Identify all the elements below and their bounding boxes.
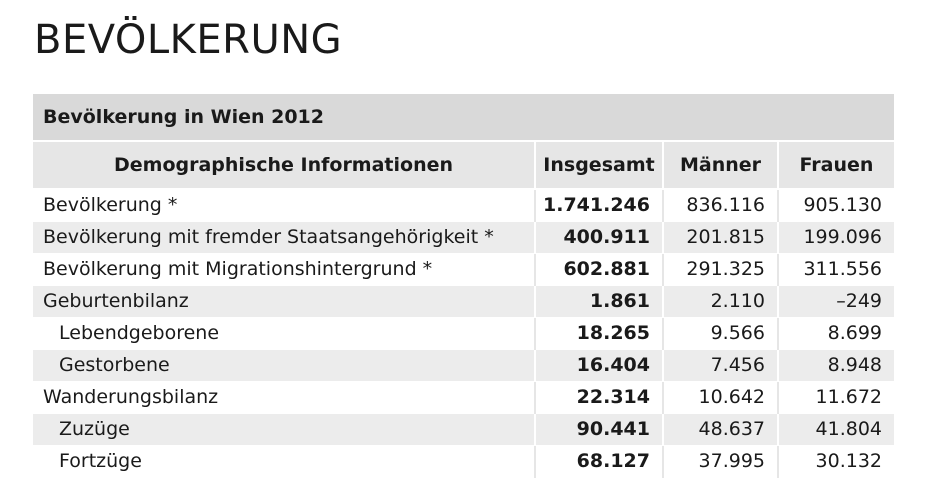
cell-men: 201.815	[663, 221, 779, 254]
row-label: Bevölkerung mit fremder Staatsangehörigk…	[33, 221, 536, 254]
cell-total: 602.881	[535, 253, 664, 286]
table-row: Zuzüge 90.441 48.637 41.804	[33, 413, 895, 446]
cell-women: 30.132	[778, 445, 895, 478]
cell-women: 905.130	[778, 189, 895, 222]
cell-total: 1.861	[535, 285, 664, 318]
table-row: Geburtenbilanz 1.861 2.110 –249	[33, 285, 895, 318]
cell-total: 16.404	[535, 349, 664, 382]
cell-total: 22.314	[535, 381, 664, 414]
cell-total: 68.127	[535, 445, 664, 478]
row-label: Zuzüge	[33, 413, 536, 446]
row-label: Fortzüge	[33, 445, 536, 478]
table-row: Bevölkerung mit Migrationshintergrund * …	[33, 253, 895, 286]
cell-men: 7.456	[663, 349, 779, 382]
column-header-men: Männer	[663, 141, 779, 190]
table-row: Lebendgeborene 18.265 9.566 8.699	[33, 317, 895, 350]
column-header-info: Demographische Informationen	[33, 141, 536, 190]
cell-men: 48.637	[663, 413, 779, 446]
table-row: Bevölkerung mit fremder Staatsangehörigk…	[33, 221, 895, 254]
row-label: Bevölkerung mit Migrationshintergrund *	[33, 253, 536, 286]
cell-men: 836.116	[663, 189, 779, 222]
cell-total: 400.911	[535, 221, 664, 254]
cell-women: 41.804	[778, 413, 895, 446]
cell-men: 2.110	[663, 285, 779, 318]
table-row: Gestorbene 16.404 7.456 8.948	[33, 349, 895, 382]
row-label: Bevölkerung *	[33, 189, 536, 222]
cell-women: 8.948	[778, 349, 895, 382]
cell-men: 37.995	[663, 445, 779, 478]
table-row: Wanderungsbilanz 22.314 10.642 11.672	[33, 381, 895, 414]
table-row: Fortzüge 68.127 37.995 30.132	[33, 445, 895, 478]
cell-total: 18.265	[535, 317, 664, 350]
table-caption: Bevölkerung in Wien 2012	[33, 94, 895, 142]
table-header-row: Demographische Informationen Insgesamt M…	[33, 141, 895, 190]
cell-total: 1.741.246	[535, 189, 664, 222]
cell-women: 199.096	[778, 221, 895, 254]
row-label: Wanderungsbilanz	[33, 381, 536, 414]
cell-total: 90.441	[535, 413, 664, 446]
population-table-container: Bevölkerung in Wien 2012 Demographische …	[33, 94, 895, 478]
row-label: Geburtenbilanz	[33, 285, 536, 318]
row-label: Gestorbene	[33, 349, 536, 382]
cell-women: 8.699	[778, 317, 895, 350]
table-row: Bevölkerung * 1.741.246 836.116 905.130	[33, 189, 895, 222]
column-header-total: Insgesamt	[535, 141, 664, 190]
row-label: Lebendgeborene	[33, 317, 536, 350]
cell-men: 10.642	[663, 381, 779, 414]
column-header-women: Frauen	[778, 141, 895, 190]
cell-women: –249	[778, 285, 895, 318]
page-title: BEVÖLKERUNG	[34, 17, 343, 63]
cell-men: 9.566	[663, 317, 779, 350]
table-caption-row: Bevölkerung in Wien 2012	[33, 94, 895, 142]
cell-women: 11.672	[778, 381, 895, 414]
cell-women: 311.556	[778, 253, 895, 286]
population-table: Bevölkerung in Wien 2012 Demographische …	[33, 94, 895, 478]
cell-men: 291.325	[663, 253, 779, 286]
